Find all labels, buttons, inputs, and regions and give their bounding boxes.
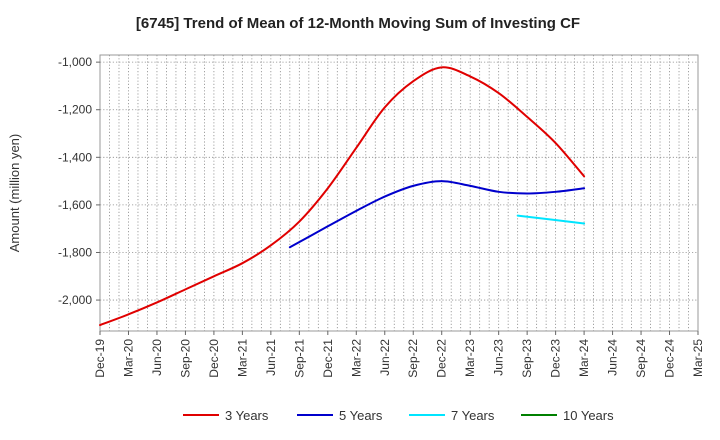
x-tick-label: Sep-24 bbox=[634, 339, 648, 378]
y-tick-label: -1,600 bbox=[58, 198, 92, 212]
x-axis-ticks: Dec-19 Mar-20 Jun-20 Sep-20 Dec-20 Mar-21 Jun-… bbox=[93, 331, 705, 378]
x-tick-label: Dec-20 bbox=[207, 339, 221, 378]
x-tick-label: Mar-23 bbox=[463, 339, 477, 377]
series-lines bbox=[99, 66, 586, 327]
legend-label-5-years: 5 Years bbox=[339, 408, 383, 423]
horizontal-gridlines bbox=[100, 61, 698, 301]
y-axis-label: Amount (million yen) bbox=[7, 134, 22, 253]
x-tick-label: Jun-23 bbox=[492, 339, 506, 376]
x-tick-label: Mar-22 bbox=[349, 339, 363, 377]
x-tick-label: Dec-24 bbox=[663, 339, 677, 378]
y-tick-label: -1,000 bbox=[58, 55, 92, 69]
series-line-3-years bbox=[99, 66, 586, 327]
legend-label-10-years: 10 Years bbox=[563, 408, 614, 423]
series-line-5-years bbox=[288, 180, 586, 249]
x-tick-label: Mar-20 bbox=[121, 339, 135, 377]
y-axis-ticks: -1,000 -1,200 -1,400 -1,600 -1,800 -2,000 bbox=[58, 55, 100, 307]
legend-label-7-years: 7 Years bbox=[451, 408, 495, 423]
legend: 3 Years 5 Years 7 Years 10 Years bbox=[183, 408, 614, 423]
vertical-gridlines bbox=[109, 55, 689, 331]
x-tick-label: Sep-22 bbox=[406, 339, 420, 378]
series-line-7-years bbox=[516, 214, 586, 225]
x-tick-label: Dec-22 bbox=[435, 339, 449, 378]
legend-label-3-years: 3 Years bbox=[225, 408, 269, 423]
x-tick-label: Dec-19 bbox=[93, 339, 107, 378]
x-tick-label: Mar-21 bbox=[235, 339, 249, 377]
y-tick-label: -2,000 bbox=[58, 293, 92, 307]
x-tick-label: Jun-20 bbox=[150, 339, 164, 376]
x-tick-label: Sep-23 bbox=[520, 339, 534, 378]
plot-area bbox=[99, 54, 699, 332]
x-tick-label: Jun-24 bbox=[606, 339, 620, 376]
y-tick-label: -1,800 bbox=[58, 245, 92, 259]
y-tick-label: -1,200 bbox=[58, 103, 92, 117]
y-tick-label: -1,400 bbox=[58, 150, 92, 164]
x-tick-label: Sep-21 bbox=[292, 339, 306, 378]
x-tick-label: Dec-23 bbox=[549, 339, 563, 378]
x-tick-label: Mar-25 bbox=[691, 339, 705, 377]
x-tick-label: Sep-20 bbox=[178, 339, 192, 378]
x-tick-label: Jun-22 bbox=[378, 339, 392, 376]
x-tick-label: Mar-24 bbox=[577, 339, 591, 377]
x-tick-label: Jun-21 bbox=[264, 339, 278, 376]
x-tick-label: Dec-21 bbox=[321, 339, 335, 378]
chart-title: [6745] Trend of Mean of 12-Month Moving … bbox=[136, 15, 580, 32]
